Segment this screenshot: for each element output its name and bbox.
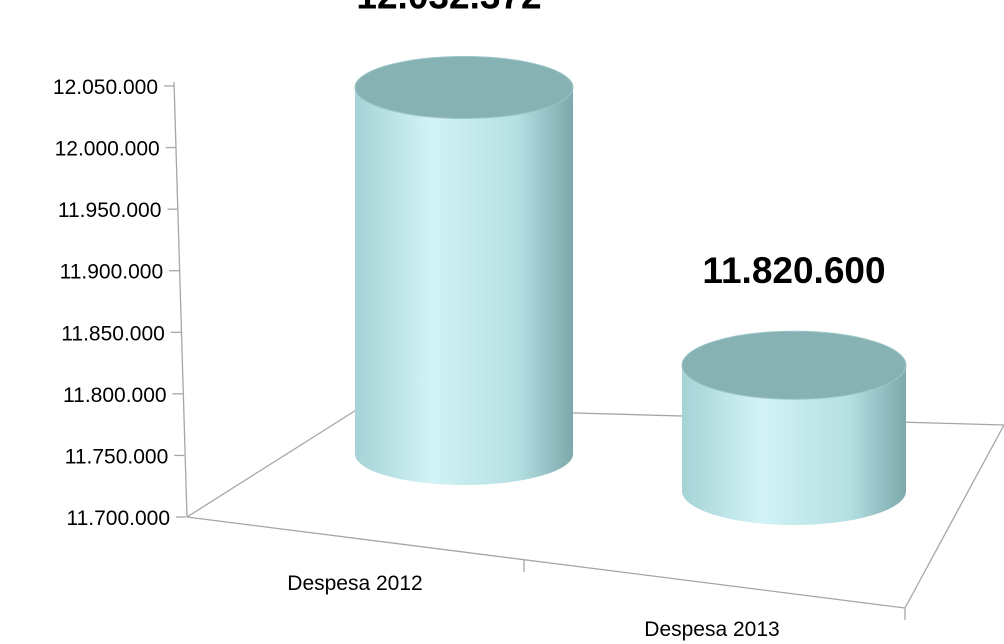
bar-cylinder-body — [355, 87, 573, 485]
bar-cylinder-top — [681, 330, 907, 400]
y-tick-label: 11.700.000 — [66, 507, 170, 530]
bars — [354, 55, 907, 525]
data-label: 11.820.600 — [702, 250, 885, 291]
side-floor-edge — [186, 406, 362, 518]
y-tick-label: 11.950.000 — [58, 199, 162, 222]
x-category-label: Despesa 2013 — [644, 618, 779, 641]
data-label: 12.032.372 — [356, 0, 541, 16]
y-tick-label: 11.750.000 — [65, 445, 169, 468]
y-tick-label: 11.900.000 — [60, 261, 164, 284]
right-floor-edge — [904, 424, 1004, 609]
bar-cylinder-top — [354, 55, 574, 119]
category-labels: Despesa 2012 Despesa 2013 — [287, 572, 779, 641]
y-tick-label: 12.000.000 — [55, 138, 160, 161]
y-axis-line — [173, 81, 188, 518]
y-tick-label: 11.850.000 — [61, 322, 165, 345]
y-tick-label: 11.800.000 — [63, 384, 167, 407]
y-tick-label: 12.050.000 — [53, 76, 158, 99]
data-labels: 12.032.372 11.820.600 — [356, 0, 885, 291]
bar-cylinder-body — [682, 365, 906, 525]
x-axis-line — [186, 516, 906, 609]
y-axis-ticks: 11.700.000 11.750.000 11.800.000 11.850.000… — [53, 76, 186, 530]
x-category-label: Despesa 2012 — [287, 572, 422, 595]
